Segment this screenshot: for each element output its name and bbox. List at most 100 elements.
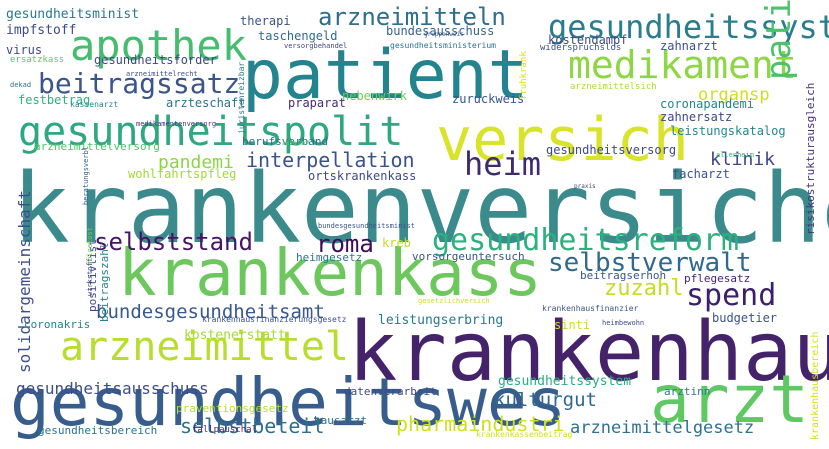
- word-selbstverwalt: selbstverwalt: [548, 248, 752, 278]
- word-coronakris: coronakris: [24, 318, 90, 331]
- word-bundesausschuss: bundesausschuss: [386, 24, 494, 38]
- word-facharzt: facharzt: [672, 167, 730, 181]
- word-wohlfahrtspfleg: wohlfahrtspfleg: [128, 167, 236, 181]
- word-interpellation: interpellation: [246, 148, 415, 172]
- word-versorgbehandel: versorgbehandel: [284, 42, 347, 50]
- word-krankenhausfinanzierungsgesetz: krankenhausfinanzierungsgesetz: [202, 315, 347, 324]
- word-roma: roma: [316, 230, 374, 258]
- word-krankenversicher: krankenversicher: [12, 153, 829, 265]
- word-gesundheitssyst: gesundheitssyst: [548, 8, 829, 46]
- word-gesundheitsminist: gesundheitsminist: [6, 7, 139, 22]
- word-krankenkassenbeitrag: krankenkassenbeitrag: [476, 430, 573, 439]
- word-arzneimittelrecht: arzneimittelrecht: [126, 70, 198, 78]
- word-praparat: praparat: [288, 96, 346, 110]
- word-organsp: organsp: [698, 85, 770, 105]
- word-beratungsverbl: beratungsverbl: [82, 146, 90, 205]
- word-beitragssatz: beitragssatz: [38, 67, 240, 100]
- word-krankenhausbereich: krankenhausbereich: [810, 332, 821, 440]
- word-positivlist: positivlist: [86, 239, 99, 312]
- word-dekad: dekad: [10, 81, 31, 89]
- word-impfstoff: impfstoff: [6, 23, 76, 38]
- word-zuzahl: zuzahl: [604, 276, 683, 301]
- word-festbetrag: festbetrag: [18, 93, 90, 107]
- word-risikostrukturausgleich: risikostrukturausgleich: [804, 83, 817, 235]
- word-gesundheitspolit: gesundheitspolit: [18, 109, 403, 155]
- word-arztinn: arztinn: [664, 385, 710, 398]
- word-arzteschaft: arzteschaft: [166, 96, 245, 110]
- word-zahnersatz: zahnersatz: [660, 110, 732, 124]
- word-krankenhaus: krankenhaus: [348, 305, 829, 400]
- word-kostenerstatt: kostenerstatt: [184, 328, 286, 343]
- word-medikamentenversorg: medikamentenversorg: [136, 120, 216, 128]
- word-leistungserbring: leistungserbring: [378, 313, 503, 328]
- word-gesundheitsausschuss: gesundheitsausschuss: [16, 379, 209, 398]
- word-praventionsgesetz: praventionsgesetz: [176, 402, 289, 415]
- word-taschengeld: taschengeld: [258, 29, 337, 43]
- word-sinti: sinti: [554, 318, 590, 332]
- word-praxis: praxis: [574, 183, 596, 190]
- word-vorsorgeuntersuch: vorsorgeuntersuch: [412, 250, 525, 263]
- word-kostendampf: kostendampf: [548, 33, 627, 47]
- word-gesundheitsreform: gesundheitsreform: [432, 223, 739, 258]
- word-gesundheitssystem: gesundheitssystem: [498, 374, 631, 389]
- word-wirkstoff: wirkstoff: [86, 258, 94, 296]
- word-virus: virus: [6, 43, 42, 57]
- word-pharmaindustri: pharmaindustri: [396, 412, 565, 436]
- word-patient: patient: [242, 36, 529, 115]
- word-ersatzkass: ersatzkass: [10, 55, 64, 65]
- word-ambulant: ambulant: [282, 140, 311, 147]
- word-bundesgesundheitsamt: bundesgesundheitsamt: [96, 301, 325, 323]
- word-pflegesatz: pflegesatz: [684, 272, 750, 285]
- word-selbstbeteil: selbstbeteil: [180, 414, 325, 438]
- word-arzt: arzt: [650, 361, 809, 438]
- word-coronapandemi: coronapandemi: [660, 97, 754, 111]
- word-ortskrankenkass: ortskrankenkass: [308, 169, 416, 183]
- word-fallpauschal: fallpauschal: [192, 425, 257, 435]
- word-fruhkrank: fruhkrank: [519, 51, 529, 100]
- word-gruppenweis: gruppenweis: [424, 31, 464, 38]
- word-gesundheitsministerium: gesundheitsministerium: [390, 41, 496, 50]
- word-heimbewohn: heimbewohn: [602, 319, 644, 327]
- word-widerspruchslos: widerspruchslos: [540, 43, 621, 53]
- word-nebenwirk: nebenwirk: [342, 89, 408, 103]
- word-medikament: medikament: [568, 43, 797, 87]
- word-spend: spend: [686, 278, 776, 313]
- word-gesundheitsbereich: gesundheitsbereich: [38, 424, 157, 437]
- word-solidargemeinschaft: solidargemeinschaft: [15, 190, 34, 373]
- word-kassenarzt: kassenarzt: [70, 100, 118, 109]
- word-bundesgesundheitsminist: bundesgesundheitsminist: [318, 222, 415, 230]
- word-zuruckweis: zuruckweis: [452, 92, 524, 106]
- word-heim: heim: [464, 145, 541, 183]
- word-arzneimittelsich: arzneimittelsich: [570, 82, 657, 92]
- word-gesetzlichversich: gesetzlichversich: [418, 297, 490, 305]
- word-arzneimittelgesetz: arzneimittelgesetz: [570, 418, 754, 438]
- word-beitragszahl: beitragszahl: [98, 243, 111, 322]
- word-datenverarbeit: datenverarbeit: [344, 385, 437, 398]
- word-gesundheitsversorg: gesundheitsversorg: [546, 143, 676, 157]
- word-versich: versich: [436, 105, 689, 175]
- word-budgetier: budgetier: [712, 311, 777, 325]
- word-kreb: kreb: [382, 236, 411, 250]
- word-heimgesetz: heimgesetz: [296, 251, 362, 264]
- word-beitragserhoh: beitragserhoh: [580, 269, 666, 282]
- word-folgekost: folgekost: [86, 227, 94, 265]
- word-patientinn: patientinn: [759, 0, 799, 80]
- word-allenheim: allenheim: [716, 151, 754, 159]
- word-klinik: klinik: [710, 149, 775, 170]
- word-gesundheitsforder: gesundheitsforder: [94, 53, 217, 67]
- word-arzneimittel: arzneimittel: [60, 324, 349, 370]
- word-leistungskatalog: leistungskatalog: [670, 124, 786, 138]
- word-krankenhausfinanzier: krankenhausfinanzier: [542, 304, 639, 313]
- word-arzneimittelversorg: arzneimittelversorg: [34, 140, 160, 153]
- word-krankenkass: krankenkass: [118, 237, 542, 311]
- word-juristenreizbar: juristenreizbar: [237, 62, 246, 134]
- word-hausarzt: hausarzt: [314, 414, 367, 427]
- word-zahnarzt: zahnarzt: [660, 39, 718, 53]
- word-apothek: apothek: [70, 21, 247, 70]
- word-selbststand: selbststand: [94, 228, 253, 256]
- word-berufsverband: berufsverband: [242, 135, 328, 148]
- word-kulturgut: kulturgut: [494, 389, 597, 411]
- word-therapi: therapi: [240, 14, 291, 28]
